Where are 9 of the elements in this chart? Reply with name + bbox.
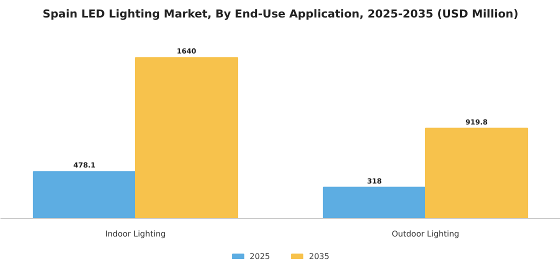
bar <box>424 128 528 219</box>
bar <box>322 186 426 219</box>
bar <box>32 171 136 219</box>
legend-label: 2035 <box>309 251 330 261</box>
x-tick-label: Outdoor Lighting <box>392 229 460 238</box>
bar <box>134 57 238 219</box>
chart-title: Spain LED Lighting Market, By End-Use Application, 2025-2035 (USD Million) <box>42 8 518 20</box>
x-tick-label: Indoor Lighting <box>105 229 166 238</box>
legend-label: 2025 <box>250 251 270 261</box>
